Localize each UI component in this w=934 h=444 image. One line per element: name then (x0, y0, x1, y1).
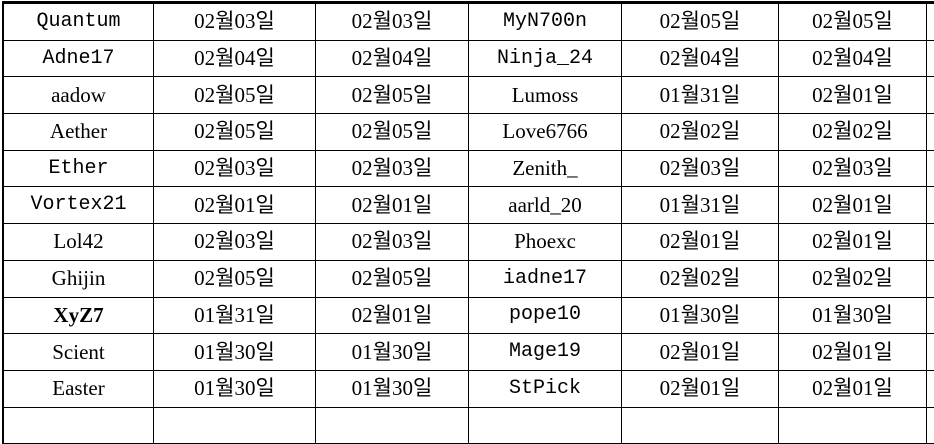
date-cell[interactable]: 02월02일 (622, 114, 779, 151)
date-cell[interactable]: 02월03일 (154, 150, 316, 188)
date-cell[interactable]: 02월02일 (779, 114, 927, 151)
empty-cell[interactable] (927, 371, 934, 408)
date-cell[interactable]: 02월01일 (779, 224, 927, 261)
date-cell[interactable]: 02월03일 (316, 224, 469, 261)
date-cell[interactable]: 02월04일 (154, 40, 316, 78)
username-cell[interactable]: Lumoss (469, 77, 622, 115)
date-cell[interactable]: 02월02일 (779, 260, 927, 298)
date-cell[interactable]: 02월05일 (779, 4, 927, 41)
username-cell[interactable]: StPick (469, 370, 622, 408)
empty-cell[interactable] (927, 151, 934, 188)
date-cell[interactable]: 02월01일 (779, 370, 927, 408)
username-cell[interactable]: aadow (4, 77, 154, 115)
date-cell[interactable]: 02월03일 (316, 4, 469, 41)
username-cell[interactable]: Ether (4, 150, 154, 188)
empty-cell[interactable] (927, 4, 934, 41)
date-cell[interactable]: 01월30일 (316, 334, 469, 371)
empty-cell[interactable] (927, 77, 934, 115)
date-cell[interactable]: 01월31일 (154, 297, 316, 335)
username-cell[interactable]: Easter (4, 370, 154, 408)
username-cell[interactable]: Quantum (4, 4, 154, 41)
date-cell[interactable]: 02월05일 (316, 77, 469, 115)
date-cell[interactable]: 02월02일 (622, 260, 779, 298)
username-cell[interactable]: Zenith_ (469, 150, 622, 188)
date-cell[interactable]: 02월03일 (154, 224, 316, 261)
date-cell[interactable]: 02월04일 (622, 40, 779, 78)
empty-cell[interactable] (622, 407, 779, 444)
date-cell[interactable]: 02월05일 (316, 114, 469, 151)
date-cell[interactable]: 02월01일 (779, 334, 927, 371)
date-cell[interactable]: 02월04일 (779, 40, 927, 78)
date-cell[interactable]: 02월05일 (154, 77, 316, 115)
empty-cell[interactable] (4, 407, 154, 444)
empty-cell[interactable] (927, 187, 934, 225)
date-cell[interactable]: 02월01일 (622, 224, 779, 261)
date-cell[interactable]: 01월30일 (154, 334, 316, 371)
date-cell[interactable]: 01월30일 (622, 297, 779, 335)
username-cell[interactable]: XyZ7 (4, 297, 154, 335)
date-cell[interactable]: 02월05일 (154, 114, 316, 151)
username-cell[interactable]: Phoexc (469, 224, 622, 261)
username-cell[interactable]: pope10 (469, 297, 622, 335)
date-cell[interactable]: 02월01일 (316, 297, 469, 335)
empty-cell[interactable] (927, 408, 934, 444)
date-cell[interactable]: 02월01일 (779, 187, 927, 225)
username-cell[interactable]: MyN700n (469, 4, 622, 41)
date-cell[interactable]: 02월01일 (316, 187, 469, 225)
username-cell[interactable]: Adne17 (4, 40, 154, 78)
empty-cell[interactable] (469, 407, 622, 444)
date-cell[interactable]: 01월30일 (779, 297, 927, 335)
date-cell[interactable]: 01월31일 (622, 77, 779, 115)
username-cell[interactable]: iadne17 (469, 260, 622, 298)
date-cell[interactable]: 02월01일 (154, 187, 316, 225)
username-cell[interactable]: Lol42 (4, 224, 154, 261)
date-cell[interactable]: 02월05일 (622, 4, 779, 41)
date-cell[interactable]: 02월03일 (316, 150, 469, 188)
empty-cell[interactable] (927, 224, 934, 261)
empty-cell[interactable] (154, 407, 316, 444)
date-cell[interactable]: 02월01일 (622, 334, 779, 371)
empty-cell[interactable] (316, 407, 469, 444)
empty-cell[interactable] (927, 41, 934, 78)
empty-cell[interactable] (779, 407, 927, 444)
username-cell[interactable]: aarld_20 (469, 187, 622, 225)
date-cell[interactable]: 02월01일 (622, 370, 779, 408)
date-cell[interactable]: 02월04일 (316, 40, 469, 78)
date-cell[interactable]: 02월03일 (154, 4, 316, 41)
empty-cell[interactable] (927, 261, 934, 298)
date-cell[interactable]: 02월01일 (779, 77, 927, 115)
username-cell[interactable]: Vortex21 (4, 187, 154, 225)
username-cell[interactable]: Ninja_24 (469, 40, 622, 78)
date-cell[interactable]: 01월31일 (622, 187, 779, 225)
empty-cell[interactable] (927, 114, 934, 151)
date-cell[interactable]: 02월03일 (779, 150, 927, 188)
empty-cell[interactable] (927, 298, 934, 335)
date-cell[interactable]: 02월03일 (622, 150, 779, 188)
date-cell[interactable]: 02월05일 (316, 260, 469, 298)
username-cell[interactable]: Mage19 (469, 334, 622, 371)
date-cell[interactable]: 01월30일 (154, 370, 316, 408)
empty-cell[interactable] (927, 334, 934, 371)
username-cell[interactable]: Ghijin (4, 260, 154, 298)
username-cell[interactable]: Aether (4, 114, 154, 151)
date-cell[interactable]: 02월05일 (154, 260, 316, 298)
username-cell[interactable]: Love6766 (469, 114, 622, 151)
username-cell[interactable]: Scient (4, 334, 154, 371)
date-cell[interactable]: 01월30일 (316, 370, 469, 408)
